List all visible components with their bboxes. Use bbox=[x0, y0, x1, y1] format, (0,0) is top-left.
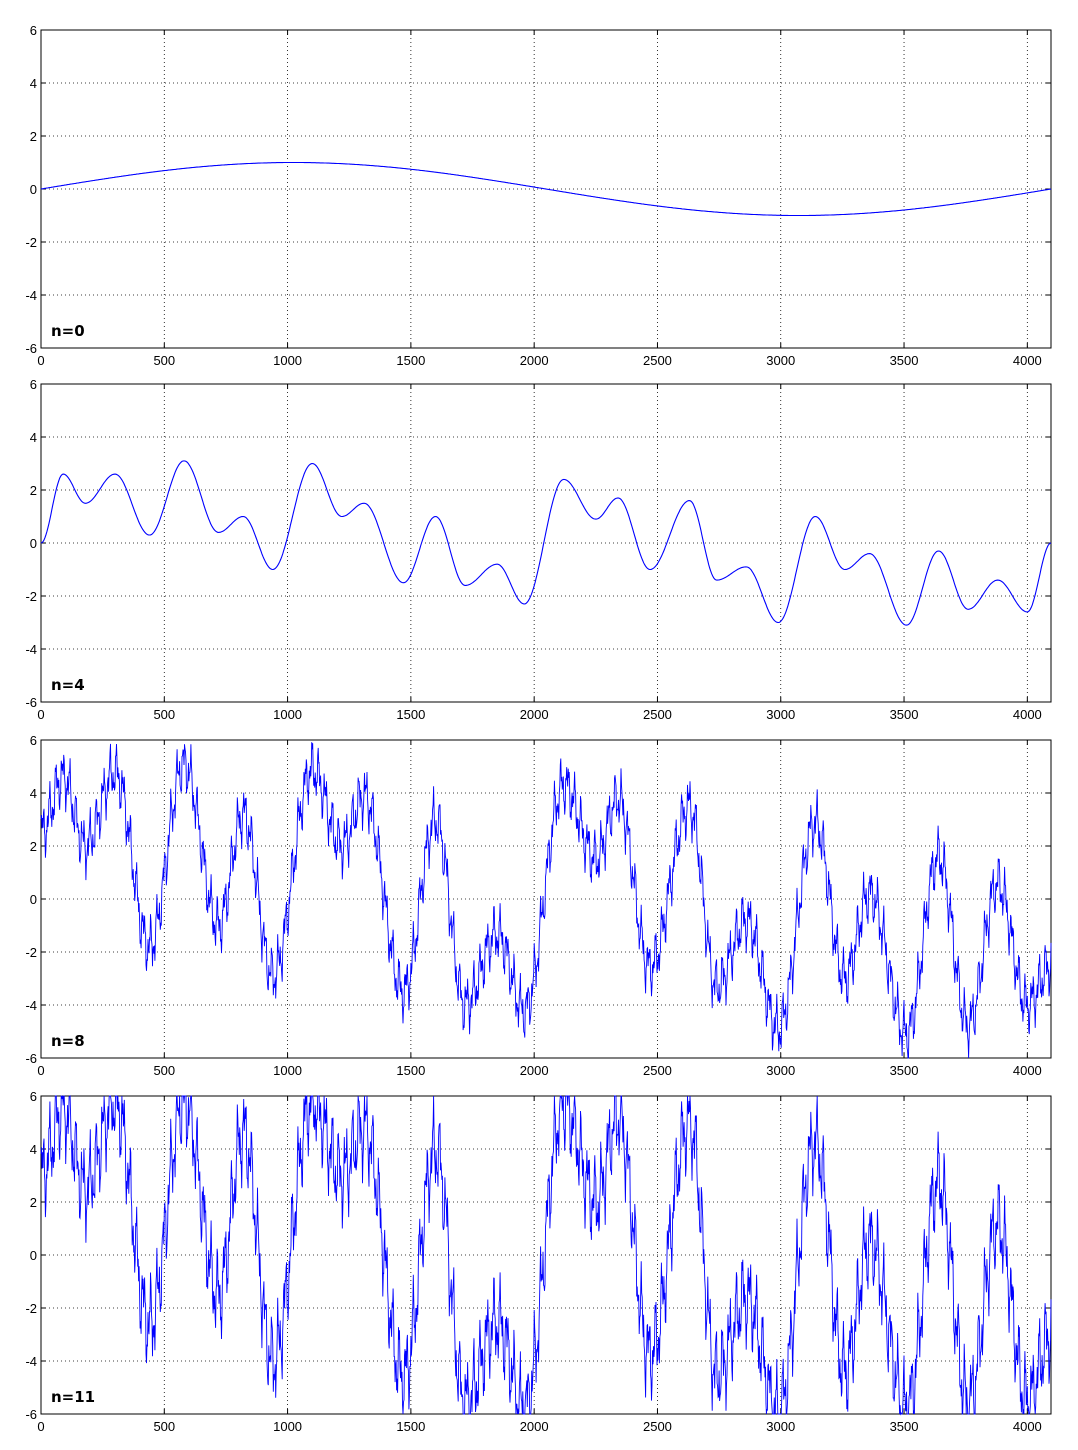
y-tick-label: 0 bbox=[30, 536, 37, 551]
y-tick-label: 0 bbox=[30, 892, 37, 907]
y-tick-label: 0 bbox=[30, 182, 37, 197]
y-tick-label: 4 bbox=[30, 786, 37, 801]
x-tick-label: 1000 bbox=[273, 353, 302, 368]
x-tick-label: 3000 bbox=[766, 353, 795, 368]
y-tick-label: 2 bbox=[30, 839, 37, 854]
x-tick-label: 0 bbox=[37, 353, 44, 368]
panel-label: n=11 bbox=[51, 1388, 95, 1406]
series bbox=[40, 161, 1052, 217]
ticks: 0 500 1000 1500 2000 2500 3000 3500 4000 -6 -4 -2 0 2… bbox=[25, 23, 1051, 368]
y-tick-label: -2 bbox=[25, 235, 37, 250]
x-tick-label: 2000 bbox=[520, 1063, 549, 1078]
x-tick-label: 2500 bbox=[643, 707, 672, 722]
panel-label: n=8 bbox=[51, 1032, 85, 1050]
panel-label: n=0 bbox=[51, 322, 85, 340]
x-tick-label: 0 bbox=[37, 1419, 44, 1434]
x-tick-label: 1000 bbox=[273, 707, 302, 722]
x-tick-label: 2500 bbox=[643, 353, 672, 368]
series bbox=[40, 1095, 1052, 1416]
y-tick-label: -6 bbox=[25, 1407, 37, 1422]
ticks: 0 500 1000 1500 2000 2500 3000 3500 4000 -6 -4 -2 0 2… bbox=[25, 733, 1051, 1078]
x-tick-label: 4000 bbox=[1013, 1063, 1042, 1078]
ticks: 0 500 1000 1500 2000 2500 3000 3500 4000 -6 -4 -2 0 2… bbox=[25, 1089, 1051, 1434]
y-tick-label: -2 bbox=[25, 1301, 37, 1316]
y-tick-label: -4 bbox=[25, 998, 37, 1013]
y-tick-label: -6 bbox=[25, 341, 37, 356]
x-tick-label: 2500 bbox=[643, 1419, 672, 1434]
x-tick-label: 4000 bbox=[1013, 353, 1042, 368]
x-tick-label: 4000 bbox=[1013, 707, 1042, 722]
x-tick-label: 3500 bbox=[890, 1063, 919, 1078]
x-tick-label: 3000 bbox=[766, 1419, 795, 1434]
y-tick-label: 6 bbox=[30, 1089, 37, 1104]
series-line bbox=[40, 1095, 1052, 1416]
x-tick-label: 2500 bbox=[643, 1063, 672, 1078]
x-tick-label: 1500 bbox=[396, 707, 425, 722]
x-tick-label: 500 bbox=[153, 1063, 175, 1078]
x-tick-label: 2000 bbox=[520, 353, 549, 368]
x-tick-label: 1500 bbox=[396, 353, 425, 368]
grid bbox=[41, 384, 1051, 702]
x-tick-label: 3500 bbox=[890, 707, 919, 722]
y-tick-label: -6 bbox=[25, 695, 37, 710]
series-line bbox=[40, 460, 1052, 626]
x-tick-label: 1500 bbox=[396, 1063, 425, 1078]
y-tick-label: 2 bbox=[30, 1195, 37, 1210]
plot-panel-n8: 0 500 1000 1500 2000 2500 3000 3500 4000 -6 -4 -2 0 2… bbox=[25, 733, 1052, 1078]
x-tick-label: 1000 bbox=[273, 1063, 302, 1078]
x-tick-label: 3000 bbox=[766, 707, 795, 722]
y-tick-label: 4 bbox=[30, 1142, 37, 1157]
series bbox=[40, 460, 1052, 626]
y-tick-label: -4 bbox=[25, 642, 37, 657]
series-line bbox=[40, 161, 1052, 217]
ticks: 0 500 1000 1500 2000 2500 3000 3500 4000 -6 -4 -2 0 2… bbox=[25, 377, 1051, 722]
y-tick-label: 2 bbox=[30, 129, 37, 144]
x-tick-label: 500 bbox=[153, 353, 175, 368]
y-tick-label: 4 bbox=[30, 430, 37, 445]
y-tick-label: -4 bbox=[25, 288, 37, 303]
y-tick-label: 6 bbox=[30, 23, 37, 38]
x-tick-label: 3000 bbox=[766, 1063, 795, 1078]
x-tick-label: 3500 bbox=[890, 353, 919, 368]
y-tick-label: -4 bbox=[25, 1354, 37, 1369]
y-tick-label: 6 bbox=[30, 733, 37, 748]
x-tick-label: 2000 bbox=[520, 1419, 549, 1434]
x-tick-label: 0 bbox=[37, 707, 44, 722]
series bbox=[40, 742, 1052, 1059]
plot-panel-n11: 0 500 1000 1500 2000 2500 3000 3500 4000 -6 -4 -2 0 2… bbox=[25, 1089, 1052, 1434]
x-tick-label: 500 bbox=[153, 1419, 175, 1434]
panel-label: n=4 bbox=[51, 676, 85, 694]
series-line bbox=[40, 742, 1052, 1059]
x-tick-label: 1000 bbox=[273, 1419, 302, 1434]
plot-panel-n4: 0 500 1000 1500 2000 2500 3000 3500 4000 -6 -4 -2 0 2… bbox=[25, 377, 1052, 722]
y-tick-label: 2 bbox=[30, 483, 37, 498]
y-tick-label: -2 bbox=[25, 589, 37, 604]
x-tick-label: 0 bbox=[37, 1063, 44, 1078]
y-tick-label: -2 bbox=[25, 945, 37, 960]
x-tick-label: 1500 bbox=[396, 1419, 425, 1434]
y-tick-label: -6 bbox=[25, 1051, 37, 1066]
x-tick-label: 3500 bbox=[890, 1419, 919, 1434]
x-tick-label: 2000 bbox=[520, 707, 549, 722]
y-tick-label: 6 bbox=[30, 377, 37, 392]
x-tick-label: 500 bbox=[153, 707, 175, 722]
plot-panel-n0: 0 500 1000 1500 2000 2500 3000 3500 4000 -6 -4 -2 0 2… bbox=[25, 23, 1052, 368]
x-tick-label: 4000 bbox=[1013, 1419, 1042, 1434]
y-tick-label: 4 bbox=[30, 76, 37, 91]
y-tick-label: 0 bbox=[30, 1248, 37, 1263]
